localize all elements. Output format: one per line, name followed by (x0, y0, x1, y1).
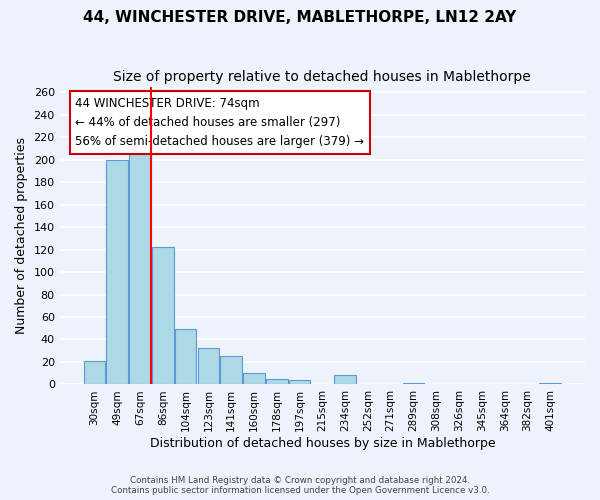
Bar (266, 379, 287, 384)
Bar (334, 376, 356, 384)
Bar (175, 330, 196, 384)
Bar (152, 248, 173, 384)
Bar (220, 356, 242, 384)
Bar (243, 373, 265, 384)
Text: 44 WINCHESTER DRIVE: 74sqm
← 44% of detached houses are smaller (297)
56% of sem: 44 WINCHESTER DRIVE: 74sqm ← 44% of deta… (76, 97, 364, 148)
Y-axis label: Number of detached properties: Number of detached properties (15, 137, 28, 334)
Title: Size of property relative to detached houses in Mablethorpe: Size of property relative to detached ho… (113, 70, 531, 84)
Bar (289, 380, 310, 384)
Bar (129, 145, 151, 384)
Text: Contains HM Land Registry data © Crown copyright and database right 2024.
Contai: Contains HM Land Registry data © Crown c… (110, 476, 490, 495)
Bar (83, 361, 105, 384)
Bar (106, 160, 128, 384)
X-axis label: Distribution of detached houses by size in Mablethorpe: Distribution of detached houses by size … (149, 437, 495, 450)
Bar (197, 348, 219, 384)
Text: 44, WINCHESTER DRIVE, MABLETHORPE, LN12 2AY: 44, WINCHESTER DRIVE, MABLETHORPE, LN12 … (83, 10, 517, 25)
